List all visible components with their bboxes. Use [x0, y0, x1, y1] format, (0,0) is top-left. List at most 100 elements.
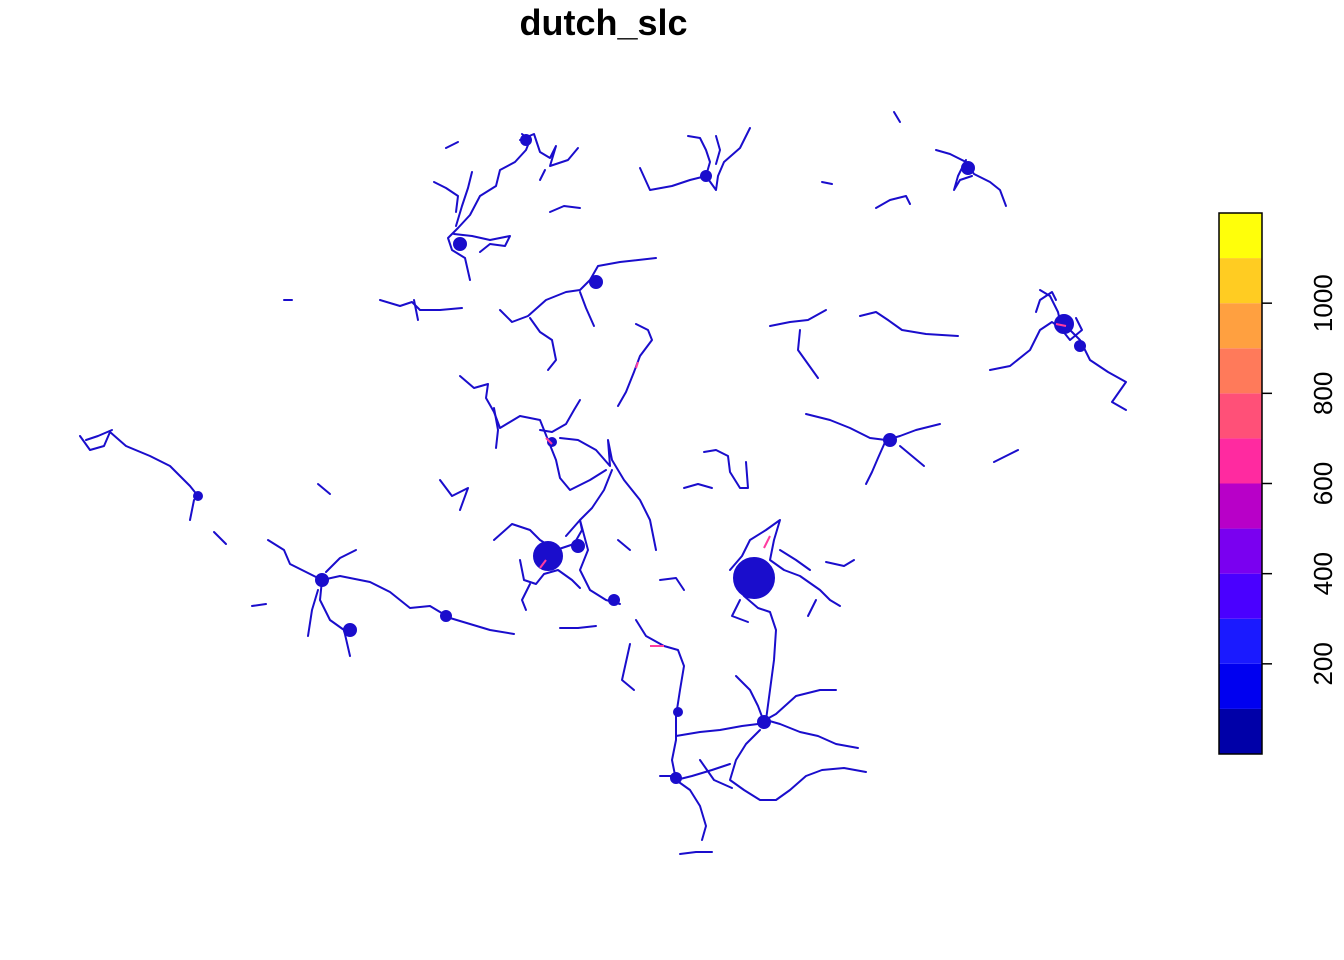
road-segment	[459, 375, 607, 491]
road-segment	[519, 559, 581, 589]
road-segment	[539, 399, 581, 433]
road-segment	[765, 719, 859, 749]
road-segment	[675, 763, 731, 781]
highlight-segment	[763, 535, 771, 549]
road-segment	[445, 141, 459, 149]
legend-bin	[1219, 663, 1262, 709]
road-segment	[529, 317, 557, 371]
road-segment	[953, 159, 973, 191]
road-segment	[639, 127, 751, 191]
road-segment	[865, 439, 887, 485]
road-segment	[549, 205, 581, 213]
road-segment	[769, 309, 827, 327]
road-segment	[319, 579, 351, 657]
legend-bin	[1219, 393, 1262, 439]
road-segment	[859, 311, 959, 337]
cluster-node	[670, 772, 682, 784]
legend-bin	[1219, 303, 1262, 349]
cluster-node	[961, 161, 975, 175]
legend-ticks: 200 400 600 800 1000	[1262, 274, 1338, 686]
legend-bin	[1219, 258, 1262, 304]
road-segment	[267, 539, 515, 635]
cluster-node	[533, 541, 563, 571]
road-segment	[213, 531, 227, 545]
plot-title: dutch_slc	[519, 2, 688, 43]
cluster-node	[193, 491, 203, 501]
road-segment	[539, 169, 546, 181]
road-segment	[993, 449, 1019, 463]
cluster-node	[673, 707, 683, 717]
road-segment	[617, 323, 653, 407]
road-segment	[825, 559, 855, 567]
road-segment	[579, 291, 595, 327]
highlight-segment	[1055, 323, 1067, 327]
road-lines	[79, 111, 1127, 855]
cluster-node	[520, 134, 532, 146]
road-segment	[797, 329, 819, 379]
road-segment	[807, 599, 817, 617]
cluster-node	[757, 715, 771, 729]
legend-bin	[1219, 213, 1262, 259]
cluster-node	[1074, 340, 1086, 352]
legend-bin	[1219, 573, 1262, 619]
road-segment	[325, 549, 357, 573]
road-segment	[307, 589, 319, 637]
legend-bin	[1219, 528, 1262, 574]
road-segment	[731, 599, 749, 623]
road-segment	[493, 519, 621, 605]
road-segment	[735, 675, 765, 723]
road-segment	[703, 449, 749, 489]
highlight-segment	[635, 361, 639, 369]
cluster-node	[589, 275, 603, 289]
highlight-segments	[539, 323, 1067, 647]
road-segment	[453, 233, 511, 253]
road-segment	[317, 483, 331, 495]
legend-bin	[1219, 348, 1262, 394]
highlight-segment	[539, 559, 547, 569]
road-segment	[875, 195, 911, 209]
legend-bin	[1219, 618, 1262, 664]
road-segment	[559, 625, 597, 629]
road-segment	[521, 583, 531, 611]
legend-bin	[1219, 708, 1262, 754]
cluster-node	[883, 433, 897, 447]
road-segment	[699, 759, 733, 789]
legend-tick-label: 600	[1308, 462, 1338, 505]
road-segment	[635, 619, 707, 841]
road-segment	[683, 483, 713, 489]
cluster-node	[700, 170, 712, 182]
road-segment	[805, 413, 941, 441]
road-segment	[433, 181, 459, 213]
road-segment	[79, 431, 199, 497]
road-segment	[621, 643, 635, 691]
legend-bin	[1219, 438, 1262, 484]
dense-clusters	[193, 134, 1086, 784]
road-segment	[935, 149, 1007, 207]
cluster-node	[1054, 314, 1074, 334]
legend-bins	[1219, 213, 1262, 754]
road-segment	[735, 579, 777, 721]
cluster-node	[440, 610, 452, 622]
cluster-node	[733, 557, 775, 599]
road-segment	[715, 135, 721, 165]
cluster-node	[571, 539, 585, 553]
cluster-node	[315, 573, 329, 587]
road-segment	[687, 135, 711, 177]
road-segment	[439, 479, 469, 511]
road-segment	[565, 469, 613, 537]
legend-bin	[1219, 483, 1262, 529]
legend-tick-label: 800	[1308, 372, 1338, 415]
road-segment	[899, 445, 925, 467]
road-segment	[493, 407, 499, 449]
road-segment	[455, 171, 473, 227]
road-segment	[779, 549, 811, 571]
road-segment	[1035, 291, 1057, 313]
road-segment	[659, 577, 685, 591]
highlight-segment	[545, 437, 553, 445]
road-segment	[499, 257, 657, 323]
cluster-node	[547, 437, 557, 447]
road-segment	[413, 299, 419, 321]
legend-tick-label: 200	[1308, 642, 1338, 685]
